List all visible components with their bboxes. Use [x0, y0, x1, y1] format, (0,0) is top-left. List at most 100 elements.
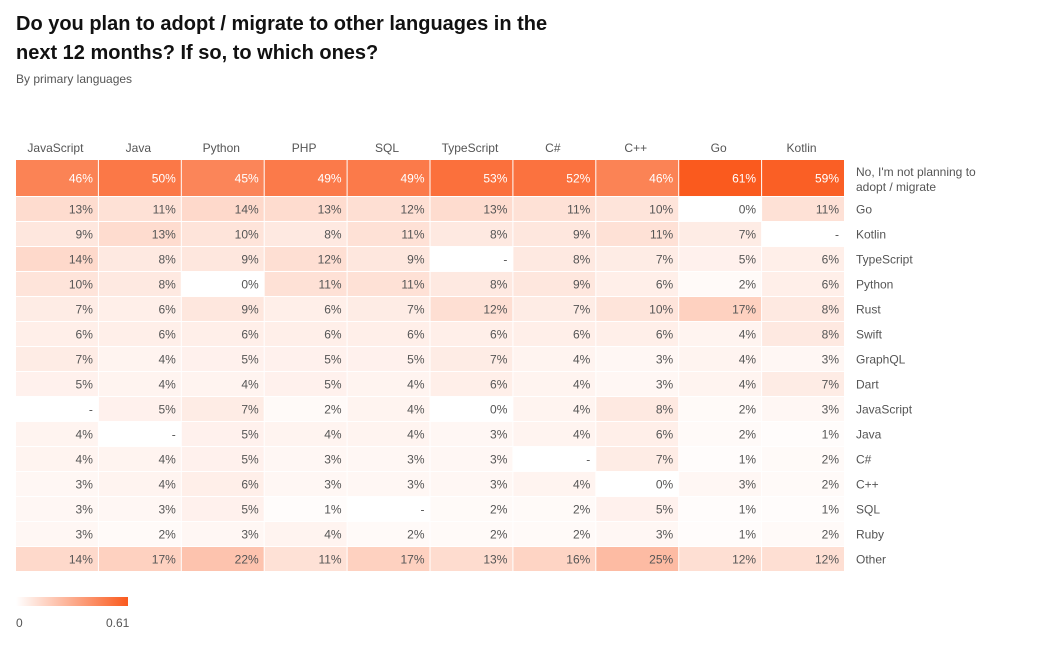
- heatmap-cell: [596, 547, 679, 571]
- cell-value-label: 3%: [490, 453, 508, 467]
- heatmap-cell: [762, 522, 844, 546]
- row-label: Rust: [856, 303, 881, 317]
- cell-value-label: 4%: [739, 353, 757, 367]
- cell-value-label: 8%: [822, 328, 840, 342]
- heatmap-cell: [98, 472, 181, 496]
- heatmap-cell: [347, 197, 430, 221]
- cell-value-label: 2%: [739, 403, 757, 417]
- heatmap-cell: [98, 372, 181, 396]
- cell-value-label: 1%: [739, 453, 757, 467]
- cell-value-label: 50%: [152, 172, 176, 186]
- cell-value-label: 6%: [407, 328, 425, 342]
- cell-value-label: 3%: [739, 478, 757, 492]
- row-label: Go: [856, 203, 872, 217]
- heatmap-cell: [347, 347, 430, 371]
- heatmap-cell: [679, 547, 762, 571]
- cell-value-label: 3%: [324, 478, 342, 492]
- heatmap-cell: [98, 397, 181, 421]
- cell-value-label: 61%: [732, 172, 756, 186]
- row-label: Java: [856, 428, 882, 442]
- heatmap-cell: [596, 397, 679, 421]
- cell-value-label: 22%: [235, 553, 259, 567]
- heatmap-cell: [679, 422, 762, 446]
- heatmap-cell: [679, 247, 762, 271]
- row-label: C#: [856, 453, 872, 467]
- cell-value-label: 8%: [490, 228, 508, 242]
- heatmap-cell: [679, 372, 762, 396]
- row-label: JavaScript: [856, 403, 913, 417]
- heatmap-cell: [347, 422, 430, 446]
- cell-value-label: 2%: [573, 503, 591, 517]
- cell-value-label: 9%: [241, 253, 259, 267]
- row-label: Python: [856, 278, 893, 292]
- heatmap-cell: [430, 347, 513, 371]
- heatmap-cell: [513, 547, 596, 571]
- heatmap-cell: [16, 447, 98, 471]
- cell-value-label: 2%: [822, 478, 840, 492]
- cell-value-label: 3%: [490, 478, 508, 492]
- cell-value-label: 7%: [573, 303, 591, 317]
- heatmap-cell: [347, 397, 430, 421]
- cell-value-label: 6%: [490, 328, 508, 342]
- cell-value-label: 4%: [324, 428, 342, 442]
- heatmap-cell: [762, 472, 844, 496]
- heatmap-cell: [98, 497, 181, 521]
- heatmap-cell: [596, 422, 679, 446]
- cell-value-label: 2%: [490, 528, 508, 542]
- cell-value-label: 4%: [158, 378, 176, 392]
- cell-value-label: 3%: [76, 478, 94, 492]
- heatmap-cell: [98, 272, 181, 296]
- cell-value-label: 6%: [241, 478, 259, 492]
- heatmap-cell: [347, 497, 430, 521]
- cell-value-label: 9%: [76, 228, 94, 242]
- heatmap-cell: [762, 547, 844, 571]
- cell-value-label: 9%: [573, 278, 591, 292]
- heatmap-cell: [16, 497, 98, 521]
- heatmap-cell: [430, 497, 513, 521]
- heatmap-cell: [16, 160, 98, 196]
- cell-value-label: 5%: [158, 403, 176, 417]
- heatmap-cell: [264, 272, 347, 296]
- cell-value-label: 0%: [656, 478, 674, 492]
- cell-value-label: -: [421, 503, 425, 517]
- heatmap-cell: [430, 322, 513, 346]
- heatmap-cell: [181, 472, 264, 496]
- heatmap-cell: [181, 247, 264, 271]
- heatmap-cell: [430, 547, 513, 571]
- row-label: C++: [856, 478, 879, 492]
- cell-value-label: 4%: [407, 403, 425, 417]
- heatmap-cell: [762, 272, 844, 296]
- heatmap-cell: [762, 197, 844, 221]
- heatmap-cell: [762, 422, 844, 446]
- heatmap-cell: [16, 372, 98, 396]
- cell-value-label: 4%: [573, 428, 591, 442]
- cell-value-label: 3%: [822, 353, 840, 367]
- row-label: SQL: [856, 503, 880, 517]
- cell-value-label: 6%: [158, 303, 176, 317]
- heatmap-cell: [264, 447, 347, 471]
- heatmap-cell: [430, 160, 513, 196]
- row-label: Ruby: [856, 528, 884, 542]
- cell-value-label: 1%: [739, 503, 757, 517]
- cell-value-label: 1%: [822, 503, 840, 517]
- heatmap-cell: [181, 372, 264, 396]
- heatmap-cell: [679, 447, 762, 471]
- column-header: Python: [203, 141, 240, 155]
- cell-value-label: -: [586, 453, 590, 467]
- cell-value-label: 11%: [650, 228, 673, 242]
- cell-value-label: 17%: [152, 553, 176, 567]
- heatmap-cell: [513, 447, 596, 471]
- heatmap-cell: [16, 547, 98, 571]
- heatmap-cell: [513, 522, 596, 546]
- legend-min-label: 0: [16, 616, 23, 630]
- cell-value-label: 3%: [241, 528, 259, 542]
- heatmap-cell: [181, 522, 264, 546]
- heatmap-cell: [762, 322, 844, 346]
- heatmap-cell: [264, 372, 347, 396]
- heatmap-cell: [679, 522, 762, 546]
- cell-value-label: 6%: [241, 328, 259, 342]
- color-scale-gradient: [16, 597, 128, 606]
- cell-value-label: 9%: [573, 228, 591, 242]
- heatmap-cell: [762, 497, 844, 521]
- cell-value-label: 8%: [656, 403, 674, 417]
